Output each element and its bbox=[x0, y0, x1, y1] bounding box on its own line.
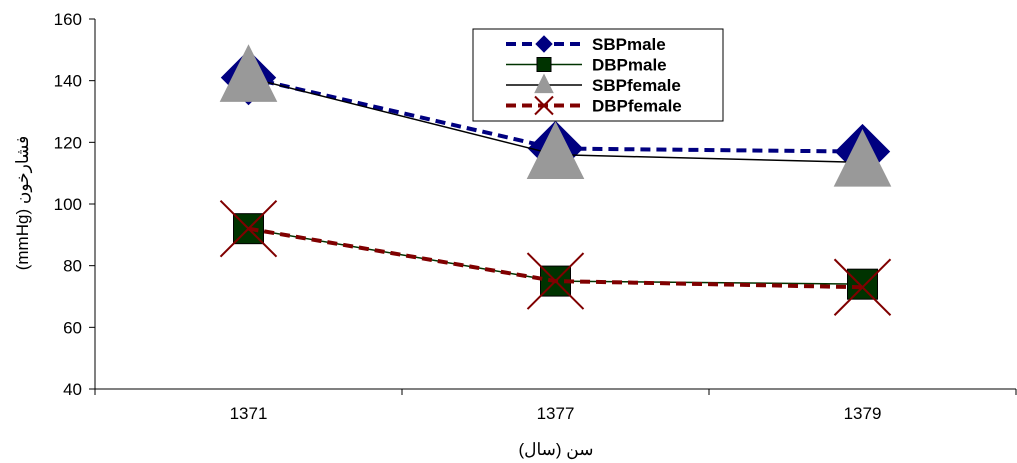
triangle-marker bbox=[534, 73, 554, 94]
y-ticks: 40 60 80 100 120 140 160 bbox=[54, 10, 95, 399]
x-marker bbox=[219, 199, 278, 258]
series-SBPfemale bbox=[219, 44, 892, 187]
x-marker bbox=[534, 95, 554, 116]
legend-label: SBPmale bbox=[592, 35, 666, 54]
diamond-marker bbox=[535, 35, 553, 53]
axes: 40 60 80 100 120 140 160 1371 1377 1379 bbox=[54, 10, 1017, 423]
legend-item: DBPmale bbox=[506, 56, 667, 75]
legend-label: SBPfemale bbox=[592, 76, 681, 95]
x-axis-title: سن (سال) bbox=[518, 440, 593, 460]
x-marker bbox=[526, 252, 585, 310]
x-ticks: 1371 1377 1379 bbox=[94, 389, 1017, 423]
triangle-marker bbox=[526, 121, 585, 179]
x-tick-label: 1371 bbox=[230, 404, 268, 423]
legend-item: DBPfemale bbox=[506, 95, 682, 116]
y-tick-label: 80 bbox=[63, 257, 82, 276]
y-tick-label: 160 bbox=[54, 10, 82, 29]
y-tick-label: 120 bbox=[54, 133, 82, 152]
y-axis-title: فشارخون (mmHg) bbox=[13, 136, 33, 271]
legend-label: DBPfemale bbox=[592, 97, 682, 116]
legend-label: DBPmale bbox=[592, 56, 667, 75]
series-line bbox=[248, 75, 863, 154]
x-marker bbox=[833, 258, 892, 316]
y-tick-label: 140 bbox=[54, 72, 82, 91]
y-tick-label: 40 bbox=[63, 380, 82, 399]
x-tick-label: 1377 bbox=[537, 404, 575, 423]
legend-item: SBPfemale bbox=[506, 73, 681, 95]
y-tick-label: 60 bbox=[63, 318, 82, 337]
series-layer bbox=[219, 44, 892, 316]
triangle-marker bbox=[833, 129, 892, 187]
series-DBPfemale bbox=[219, 199, 892, 316]
square-marker bbox=[847, 268, 878, 300]
x-tick-label: 1379 bbox=[844, 404, 882, 423]
legend-item: SBPmale bbox=[506, 35, 666, 54]
square-marker bbox=[536, 57, 552, 72]
y-tick-label: 100 bbox=[54, 195, 82, 214]
triangle-marker bbox=[219, 44, 278, 102]
